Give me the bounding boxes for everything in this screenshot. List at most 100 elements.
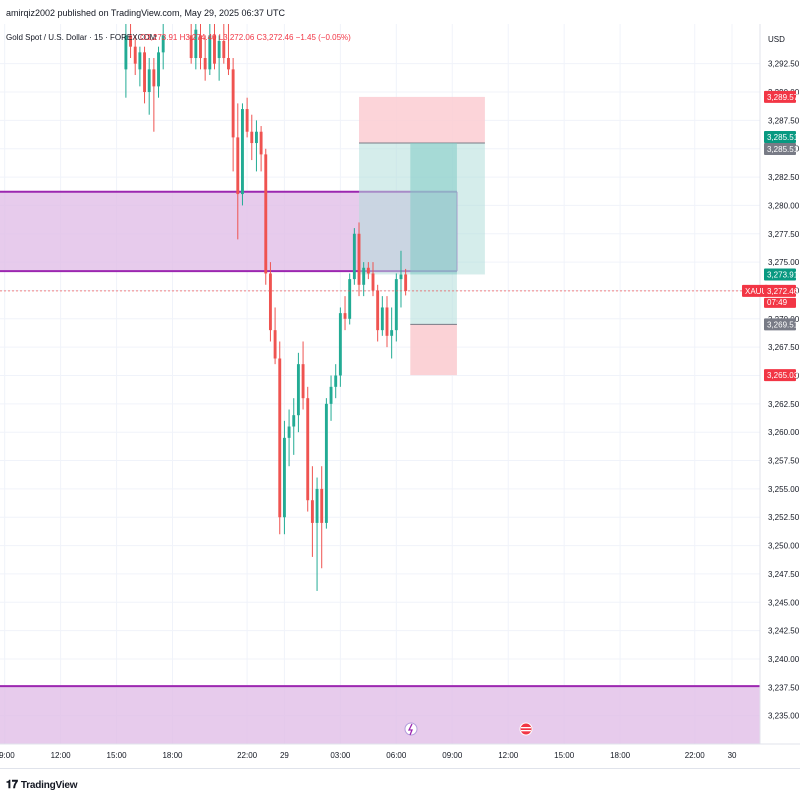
price-tag-label: XAUUSD — [745, 287, 779, 296]
price-tick-label: 3,255.00 — [768, 485, 800, 494]
candle-body — [399, 274, 403, 280]
candle-body — [254, 131, 258, 144]
candle-body — [292, 415, 296, 427]
tradingview-logo[interactable]: 𝟏𝟕 TradingView — [6, 779, 78, 792]
price-tick-label: 3,262.50 — [768, 400, 800, 409]
time-tick-label: 03:00 — [330, 751, 351, 760]
lightning-event-icon[interactable] — [404, 722, 418, 736]
price-tag-badge — [764, 369, 796, 382]
candle-body — [334, 375, 338, 387]
ohlc-values: O3,273.91 H3,274.40 L3,272.06 C3,272.46 … — [140, 33, 351, 42]
candle-body — [268, 273, 272, 331]
candle-body — [124, 35, 128, 70]
publish-info: amirqiz2002 published on TradingView.com… — [0, 0, 800, 24]
price-tag-label: 3,285.51 — [767, 145, 799, 154]
support-resistance-zones[interactable] — [0, 190, 760, 744]
candle-body — [380, 307, 384, 331]
price-tag-badge — [764, 284, 796, 297]
candle-body — [320, 488, 324, 523]
us-flag-event-icon[interactable] — [519, 722, 533, 736]
price-tick-label: 3,240.00 — [768, 655, 800, 664]
price-tag-badge — [764, 130, 796, 143]
price-tags: 3,289.573,285.513,285.513,273.91XAUUSD3,… — [742, 90, 799, 382]
footer: 𝟏𝟕 TradingView — [0, 768, 800, 800]
candle-body — [189, 35, 193, 59]
position-mid-zone[interactable] — [410, 274, 457, 325]
price-tag-label: 3,265.03 — [767, 371, 799, 380]
price-tag-label: 07:49 — [767, 298, 788, 307]
symbol-title: Gold Spot / U.S. Dollar · 15 · FOREXCOM — [6, 33, 157, 42]
price-tick-label: 3,237.50 — [768, 683, 800, 692]
time-tick-label: 18:00 — [610, 751, 631, 760]
tradingview-mark-icon: 𝟏𝟕 — [6, 779, 18, 791]
time-tick-label: 06:00 — [386, 751, 407, 760]
candle-body — [310, 500, 314, 523]
candle-body — [362, 267, 366, 285]
candle-body — [385, 307, 389, 336]
candlestick-series — [124, 24, 408, 591]
price-tick-label: 3,257.50 — [768, 457, 800, 466]
flag-stripe-icon — [521, 727, 531, 729]
candle-body — [138, 52, 142, 70]
position-target-zone[interactable] — [410, 142, 457, 275]
brand-name: TradingView — [20, 780, 78, 791]
time-tick-label: 15:00 — [554, 751, 575, 760]
candle-body — [301, 364, 305, 399]
price-tag-label: 3,269.51 — [767, 320, 799, 329]
candle-body — [352, 233, 356, 280]
time-tick-label: 22:00 — [237, 751, 258, 760]
candle-body — [287, 426, 291, 438]
price-tick-label: 3,252.50 — [768, 513, 800, 522]
currency-label: USD — [768, 35, 785, 44]
price-tick-label: 3,275.00 — [768, 258, 800, 267]
time-tick-label: 09:00 — [0, 751, 15, 760]
candle-body — [147, 69, 151, 93]
candle-body — [348, 279, 352, 319]
candle-body — [245, 109, 249, 132]
event-markers[interactable] — [404, 722, 533, 736]
time-tick-label: 29 — [280, 751, 289, 760]
price-tag-badge — [764, 318, 796, 331]
time-tick-label: 18:00 — [162, 751, 183, 760]
candle-body — [236, 137, 240, 195]
time-tick-label: 22:00 — [685, 751, 706, 760]
price-tick-label: 3,292.50 — [768, 60, 800, 69]
candle-body — [338, 313, 342, 376]
position-stop-zone[interactable] — [410, 324, 457, 376]
price-tag-badge — [764, 90, 796, 103]
zone-rect[interactable] — [0, 686, 760, 744]
time-tick-labels: 09:00 12:00 15:00 18:00 22:00 29 03:00 06:00 09:… — [0, 751, 737, 760]
candle-body — [208, 35, 212, 70]
position-tools[interactable] — [359, 96, 485, 376]
candle-body — [203, 58, 207, 70]
time-scale[interactable]: 09:00 12:00 15:00 18:00 22:00 29 03:00 06:00 09:… — [0, 743, 800, 760]
price-tag-badge — [742, 284, 768, 297]
candle-body — [227, 58, 230, 70]
price-tick-label: 3,250.00 — [768, 542, 800, 551]
price-tick-label: 3,242.50 — [768, 627, 800, 636]
price-tick-label: 3,235.00 — [768, 712, 800, 721]
candle-body — [315, 488, 319, 523]
candle-body — [259, 131, 263, 155]
candle-body — [194, 29, 198, 59]
price-tag-label: 3,273.91 — [767, 270, 799, 279]
candle-body — [329, 386, 333, 404]
position-stop-zone[interactable] — [359, 96, 485, 143]
price-tag-badge — [764, 142, 796, 155]
candle-body — [222, 41, 226, 59]
candle-body — [161, 35, 165, 53]
candle-body — [264, 154, 268, 274]
price-tick-label: 3,245.00 — [768, 598, 800, 607]
candle-body — [273, 330, 277, 359]
flag-stripe-icon — [521, 730, 531, 732]
candle-body — [157, 52, 160, 87]
candle-body — [324, 403, 328, 523]
candle-body — [152, 69, 156, 87]
candle-body — [394, 279, 398, 331]
candle-body — [213, 35, 216, 64]
candle-body — [376, 290, 380, 331]
price-scale[interactable]: USD 3,292.503,290.003,287.503,285.003,28… — [742, 24, 800, 744]
candle-body — [296, 364, 300, 416]
candle-body — [278, 358, 282, 518]
